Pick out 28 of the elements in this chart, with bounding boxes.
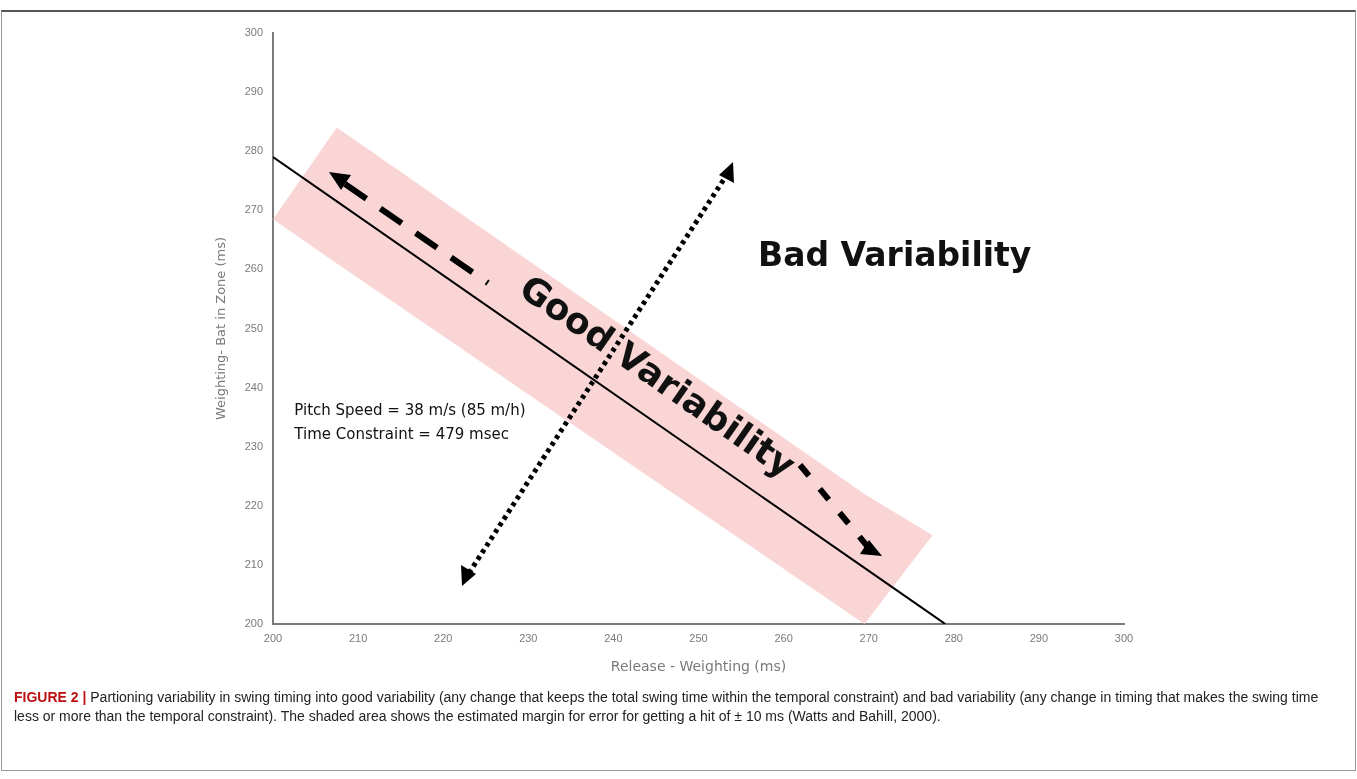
caption: FIGURE 2 | Partioning variability in swing timing into good variability (any change that keeps the total swing time within the temporal constraint) and bad variability (any change in timing that makes the swing time less or more than the temporal constraint). The shaded area shows the estimated margin for error for getting a hit of ± 10 ms (Watts and Bahill, 2000). <box>14 688 1320 726</box>
y-tick-label: 250 <box>244 321 263 334</box>
x-tick-label: 290 <box>1029 631 1049 644</box>
annotation: Bad Variability <box>758 235 1032 275</box>
y-tick-label: 200 <box>244 617 263 630</box>
y-tick-label: 210 <box>244 557 263 570</box>
x-tick-label: 200 <box>263 631 283 644</box>
x-tick-label: 210 <box>348 631 368 644</box>
y-tick-label: 260 <box>244 262 263 275</box>
x-tick-label: 260 <box>774 631 793 644</box>
y-tick-label: 300 <box>244 26 263 39</box>
y-tick-label: 270 <box>244 203 263 216</box>
y-tick-label: 230 <box>244 439 263 452</box>
y-tick-label: 280 <box>244 144 263 157</box>
annotation: Time Constraint = 479 msec <box>293 424 509 443</box>
x-tick-label: 220 <box>434 631 453 644</box>
y-tick-label: 240 <box>244 380 263 393</box>
x-tick-label: 230 <box>519 631 538 644</box>
x-tick-label: 280 <box>944 631 963 644</box>
x-axis-title: Release - Weighting (ms) <box>610 658 787 675</box>
x-tick-label: 240 <box>604 631 623 644</box>
y-tick-label: 290 <box>244 85 263 98</box>
y-axis-title: Weighting- Bat in Zone (ms) <box>213 236 229 421</box>
annotation: Pitch Speed = 38 m/s (85 m/h) <box>294 401 526 420</box>
y-tick-label: 220 <box>244 498 263 511</box>
x-tick-label: 300 <box>1114 631 1134 644</box>
x-tick-label: 270 <box>859 631 878 644</box>
x-tick-label: 250 <box>689 631 708 644</box>
